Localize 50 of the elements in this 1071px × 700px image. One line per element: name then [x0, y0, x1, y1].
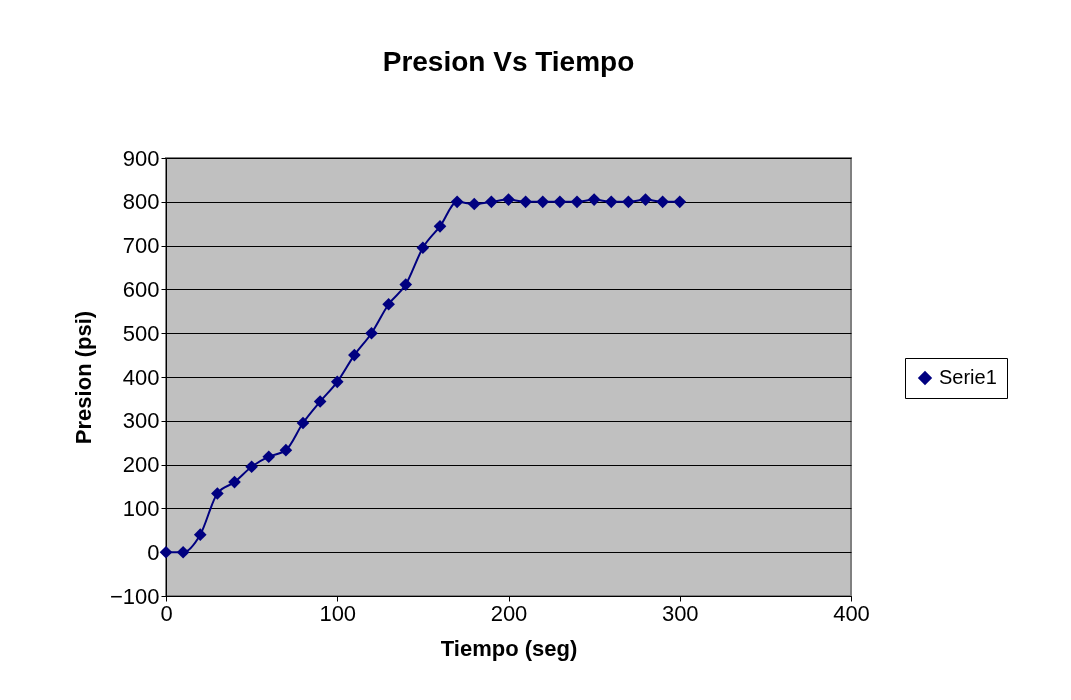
x-axis-title: Tiempo (seg)	[440, 635, 578, 661]
point	[656, 195, 669, 209]
point	[296, 416, 310, 430]
y-tick-label: 0	[147, 539, 160, 565]
y-tick-label: 700	[122, 233, 160, 259]
point	[467, 197, 481, 211]
chart-title: Presion Vs Tiempo	[382, 46, 635, 77]
y-tick-label: 500	[122, 320, 160, 346]
point	[433, 220, 447, 233]
point	[519, 195, 532, 209]
point	[348, 348, 361, 362]
y-tick-label: 900	[122, 145, 160, 171]
point	[176, 545, 190, 559]
y-tick-label: 600	[122, 276, 160, 302]
point	[604, 195, 618, 209]
point	[211, 487, 224, 500]
point	[245, 460, 258, 474]
point	[313, 395, 327, 408]
point	[279, 443, 293, 457]
y-tick-label: 200	[122, 452, 160, 478]
point	[622, 195, 635, 209]
point	[228, 475, 241, 489]
point	[262, 450, 276, 464]
y-tick-label: 100	[122, 495, 160, 521]
point	[587, 193, 601, 206]
x-tick-label: 100	[319, 600, 357, 626]
y-axis-title: Presion (psi)	[70, 310, 96, 445]
point	[159, 545, 173, 559]
y-tick-label: −100	[109, 583, 160, 609]
point	[382, 297, 395, 311]
x-tick-label: 400	[833, 600, 870, 626]
x-tick-label: 300	[661, 600, 699, 626]
y-tick-label: 400	[122, 364, 160, 390]
point	[485, 195, 498, 209]
y-tick-label: 800	[122, 189, 160, 215]
point	[330, 375, 344, 389]
point	[553, 195, 567, 209]
point	[570, 195, 584, 209]
point	[365, 326, 378, 340]
point	[450, 195, 464, 209]
point	[536, 195, 550, 209]
y-tick-label: 300	[122, 408, 160, 434]
point	[673, 195, 687, 209]
point	[502, 193, 515, 206]
point	[193, 528, 207, 541]
point	[416, 241, 430, 255]
x-tick-label: 200	[490, 600, 528, 626]
legend-label: Serie1	[939, 366, 997, 388]
point	[399, 278, 413, 291]
point	[639, 193, 652, 206]
